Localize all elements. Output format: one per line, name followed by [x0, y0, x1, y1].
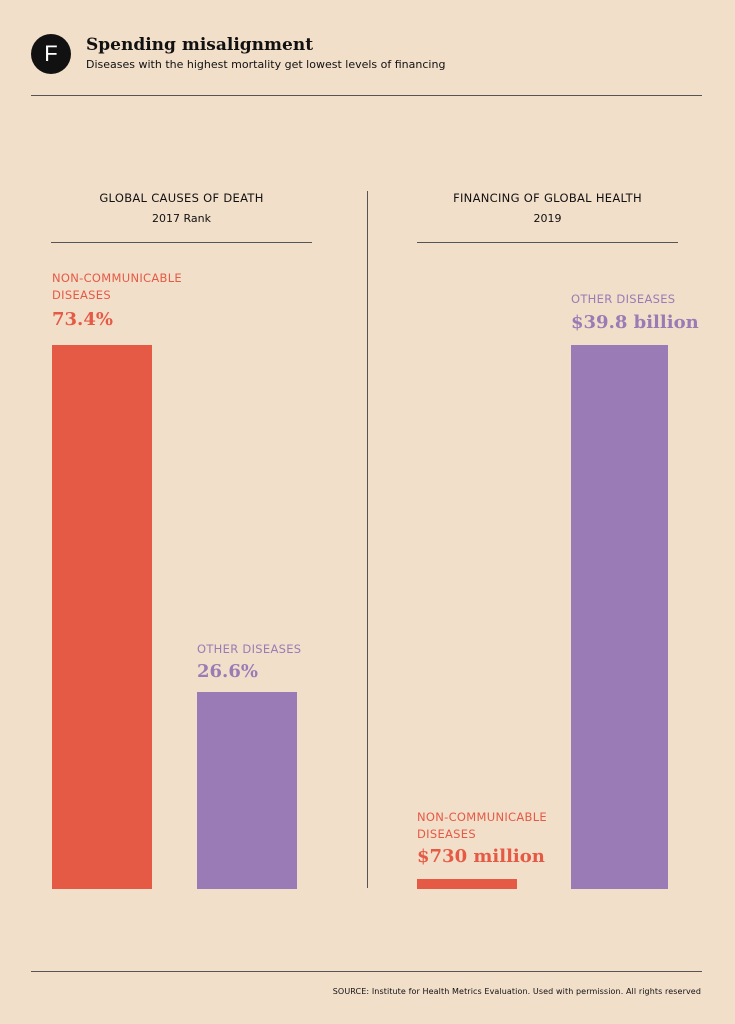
left-other-value-label: 26.6% [197, 661, 258, 682]
page-subtitle: Diseases with the highest mortality get … [86, 58, 446, 71]
right-other-value-label: $39.8 billion [571, 312, 699, 333]
left-ncd-value-label: 73.4% [52, 309, 113, 330]
panel-separator [367, 191, 368, 888]
footer-divider [31, 971, 702, 972]
left-other-category-label: OTHER DISEASES [197, 642, 302, 656]
right-other-bar [571, 345, 668, 889]
right-panel-subtitle: 2019 [533, 212, 562, 225]
right-ncd-category-label: NON-COMMUNICABLE DISEASES [417, 810, 548, 841]
right-panel-title: FINANCING OF GLOBAL HEALTH [453, 191, 642, 205]
page-title: Spending misalignment [86, 35, 314, 55]
header-divider [31, 95, 702, 96]
left-other-bar [197, 692, 297, 889]
source-note: SOURCE: Institute for Health Metrics Eva… [332, 987, 701, 996]
right-ncd-value-label: $730 million [417, 846, 545, 867]
right-ncd-bar [417, 879, 517, 889]
right-other-category-label: OTHER DISEASES [571, 292, 676, 306]
forbes-logo-icon: F [31, 34, 71, 74]
right-panel-divider [417, 242, 678, 243]
left-panel-divider [51, 242, 312, 243]
left-ncd-category-label: NON-COMMUNICABLE DISEASES [52, 271, 183, 302]
left-panel-subtitle: 2017 Rank [152, 212, 211, 225]
left-panel-title: GLOBAL CAUSES OF DEATH [99, 191, 264, 205]
left-ncd-bar [52, 345, 152, 889]
